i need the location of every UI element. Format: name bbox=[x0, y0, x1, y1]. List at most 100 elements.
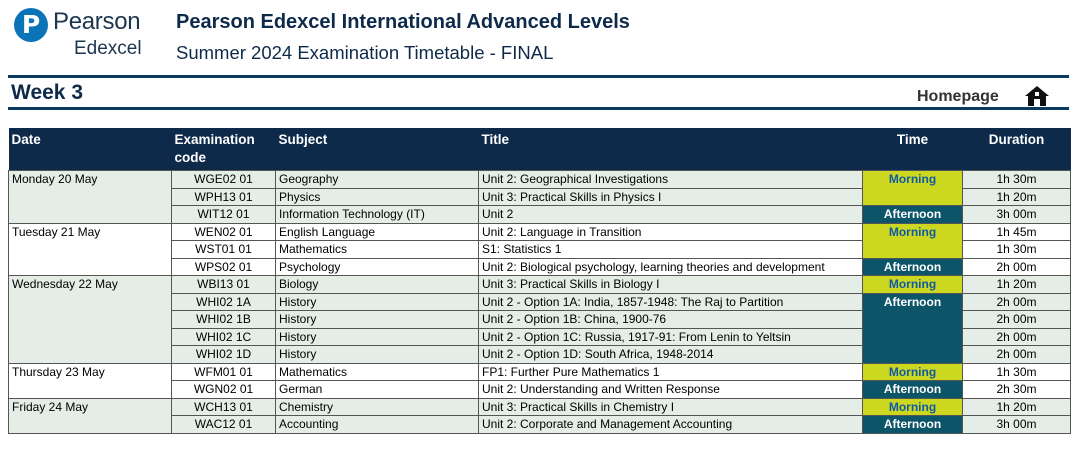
exam-code-cell: WPS02 01 bbox=[171, 257, 276, 276]
header-divider bbox=[8, 75, 1069, 78]
exam-code-cell: WHI02 1D bbox=[171, 345, 276, 364]
subject-cell: English Language bbox=[275, 222, 479, 241]
table-row: WPH13 01 Physics Unit 3: Practical Skills … bbox=[8, 187, 1071, 206]
subject-cell: Physics bbox=[275, 187, 479, 206]
page-title: Pearson Edexcel International Advanced L… bbox=[176, 11, 630, 33]
duration-cell: 1h 20m bbox=[962, 187, 1071, 206]
exam-code-cell: WST01 01 bbox=[171, 240, 276, 259]
session-time-cell: Afternoon bbox=[862, 292, 963, 364]
session-time-cell: Morning bbox=[862, 275, 963, 294]
subject-cell: Information Technology (IT) bbox=[275, 205, 479, 224]
table-row: WHI02 1B History Unit 2 - Option 1B: China… bbox=[8, 310, 1071, 329]
title-cell: Unit 2 - Option 1D: South Africa, 1948-2… bbox=[478, 345, 863, 364]
timetable-body: Monday 20 May WGE02 01 Geography Unit 2: Ge… bbox=[8, 170, 1071, 434]
page-subtitle: Summer 2024 Examination Timetable - FINA… bbox=[176, 42, 554, 63]
exam-code-cell: WBI13 01 bbox=[171, 275, 276, 294]
home-icon[interactable] bbox=[1024, 84, 1050, 108]
duration-cell: 3h 00m bbox=[962, 415, 1071, 434]
table-row: WHI02 1C History Unit 2 - Option 1C: Russi… bbox=[8, 327, 1071, 346]
title-cell: FP1: Further Pure Mathematics 1 bbox=[478, 362, 863, 381]
homepage-link[interactable]: Homepage bbox=[917, 88, 999, 105]
title-cell: Unit 3: Practical Skills in Physics I bbox=[478, 187, 863, 206]
exam-code-cell: WFM01 01 bbox=[171, 362, 276, 381]
title-cell: Unit 2: Geographical Investigations bbox=[478, 170, 863, 189]
table-row: WGN02 01 German Unit 2: Understanding and … bbox=[8, 380, 1071, 399]
table-row: WST01 01 Mathematics S1: Statistics 1 1h 30… bbox=[8, 240, 1071, 259]
subject-cell: History bbox=[275, 310, 479, 329]
header-date: Date bbox=[8, 128, 172, 171]
header-title: Title bbox=[478, 128, 863, 171]
exam-code-cell: WHI02 1A bbox=[171, 292, 276, 311]
duration-cell: 1h 30m bbox=[962, 240, 1071, 259]
duration-cell: 1h 30m bbox=[962, 362, 1071, 381]
brand-sub: Edexcel bbox=[74, 38, 142, 59]
duration-cell: 2h 00m bbox=[962, 345, 1071, 364]
date-cell: Tuesday 21 May bbox=[8, 222, 172, 276]
brand-name: Pearson bbox=[53, 8, 141, 35]
session-time-cell: Afternoon bbox=[862, 205, 963, 224]
duration-cell: 2h 00m bbox=[962, 310, 1071, 329]
title-cell: S1: Statistics 1 bbox=[478, 240, 863, 259]
title-cell: Unit 2: Language in Transition bbox=[478, 222, 863, 241]
week-heading: Week 3 bbox=[11, 81, 83, 104]
subject-cell: Psychology bbox=[275, 257, 479, 276]
table-row: Friday 24 May WCH13 01 Chemistry Unit 3: Pr… bbox=[8, 397, 1071, 434]
duration-cell: 1h 20m bbox=[962, 275, 1071, 294]
subject-cell: German bbox=[275, 380, 479, 399]
subject-cell: History bbox=[275, 345, 479, 364]
date-cell: Monday 20 May bbox=[8, 170, 172, 224]
duration-cell: 2h 00m bbox=[962, 292, 1071, 311]
table-row: Monday 20 May WGE02 01 Geography Unit 2: Ge… bbox=[8, 170, 1071, 224]
exam-code-cell: WPH13 01 bbox=[171, 187, 276, 206]
date-cell: Thursday 23 May bbox=[8, 362, 172, 399]
exam-code-cell: WCH13 01 bbox=[171, 397, 276, 416]
title-cell: Unit 2: Corporate and Management Account… bbox=[478, 415, 863, 434]
header-subject: Subject bbox=[275, 128, 479, 171]
subject-cell: History bbox=[275, 327, 479, 346]
session-time-cell: Afternoon bbox=[862, 257, 963, 276]
exam-code-cell: WGE02 01 bbox=[171, 170, 276, 189]
subject-cell: Mathematics bbox=[275, 362, 479, 381]
week-divider bbox=[8, 107, 1069, 110]
duration-cell: 1h 30m bbox=[962, 170, 1071, 189]
table-row: Tuesday 21 May WEN02 01 English Language Un… bbox=[8, 222, 1071, 276]
exam-code-cell: WEN02 01 bbox=[171, 222, 276, 241]
duration-cell: 2h 00m bbox=[962, 257, 1071, 276]
exam-code-cell: WAC12 01 bbox=[171, 415, 276, 434]
exam-code-cell: WHI02 1B bbox=[171, 310, 276, 329]
date-cell: Friday 24 May bbox=[8, 397, 172, 434]
session-time-cell: Morning bbox=[862, 362, 963, 381]
subject-cell: Accounting bbox=[275, 415, 479, 434]
title-cell: Unit 2: Biological psychology, learning … bbox=[478, 257, 863, 276]
header-code: Examination code bbox=[171, 128, 276, 171]
subject-cell: Biology bbox=[275, 275, 479, 294]
date-cell: Wednesday 22 May bbox=[8, 275, 172, 364]
duration-cell: 1h 45m bbox=[962, 222, 1071, 241]
table-row: Wednesday 22 May WBI13 01 Biology Unit 3: P… bbox=[8, 275, 1071, 364]
duration-cell: 3h 00m bbox=[962, 205, 1071, 224]
exam-code-cell: WGN02 01 bbox=[171, 380, 276, 399]
duration-cell: 2h 00m bbox=[962, 327, 1071, 346]
title-cell: Unit 3: Practical Skills in Biology I bbox=[478, 275, 863, 294]
title-cell: Unit 2 bbox=[478, 205, 863, 224]
subject-cell: Chemistry bbox=[275, 397, 479, 416]
table-row: WAC12 01 Accounting Unit 2: Corporate and … bbox=[8, 415, 1071, 434]
duration-cell: 2h 30m bbox=[962, 380, 1071, 399]
title-cell: Unit 3: Practical Skills in Chemistry I bbox=[478, 397, 863, 416]
table-header-row: Date Examination code Subject Title Time… bbox=[8, 128, 1071, 171]
exam-code-cell: WIT12 01 bbox=[171, 205, 276, 224]
session-time-cell: Afternoon bbox=[862, 380, 963, 399]
title-cell: Unit 2: Understanding and Written Respon… bbox=[478, 380, 863, 399]
duration-cell: 1h 20m bbox=[962, 397, 1071, 416]
exam-code-cell: WHI02 1C bbox=[171, 327, 276, 346]
session-time-cell: Morning bbox=[862, 397, 963, 416]
subject-cell: Mathematics bbox=[275, 240, 479, 259]
table-row: Thursday 23 May WFM01 01 Mathematics FP1: F… bbox=[8, 362, 1071, 399]
session-time-cell: Afternoon bbox=[862, 415, 963, 434]
exam-timetable: Date Examination code Subject Title Time… bbox=[8, 128, 1071, 434]
session-time-cell: Morning bbox=[862, 170, 963, 206]
title-cell: Unit 2 - Option 1B: China, 1900-76 bbox=[478, 310, 863, 329]
title-cell: Unit 2 - Option 1A: India, 1857-1948: Th… bbox=[478, 292, 863, 311]
session-time-cell: Morning bbox=[862, 222, 963, 259]
header-duration: Duration bbox=[962, 128, 1071, 171]
